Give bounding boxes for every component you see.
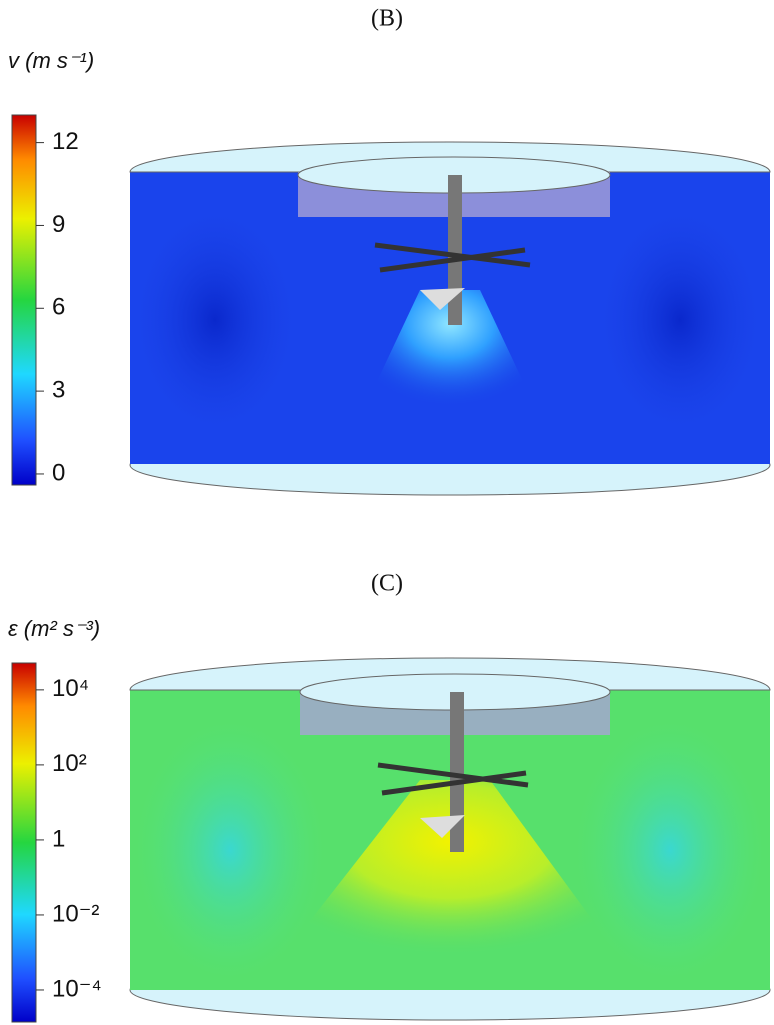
panel-title: (B) xyxy=(371,6,403,32)
tick-label: 9 xyxy=(52,211,65,238)
tick-label: 6 xyxy=(52,294,65,321)
tick-label: 10² xyxy=(52,750,87,777)
tank-b xyxy=(129,141,771,496)
tick-label: 1 xyxy=(52,825,65,852)
colorbar xyxy=(11,114,37,486)
colorbar-label: v (m s⁻¹) xyxy=(8,48,94,73)
tick-label: 3 xyxy=(52,376,65,403)
colorbar-label: ε (m² s⁻³) xyxy=(8,616,100,641)
panel-title: (C) xyxy=(371,571,403,597)
tank-c xyxy=(129,657,771,1021)
tick-label: 10⁻² xyxy=(52,900,99,927)
tick-label: 12 xyxy=(52,128,79,155)
tick-label: 0 xyxy=(52,459,65,486)
colorbar xyxy=(11,662,37,1023)
tick-label: 10⁴ xyxy=(52,675,89,702)
tick-label: 10⁻⁴ xyxy=(52,975,102,1002)
